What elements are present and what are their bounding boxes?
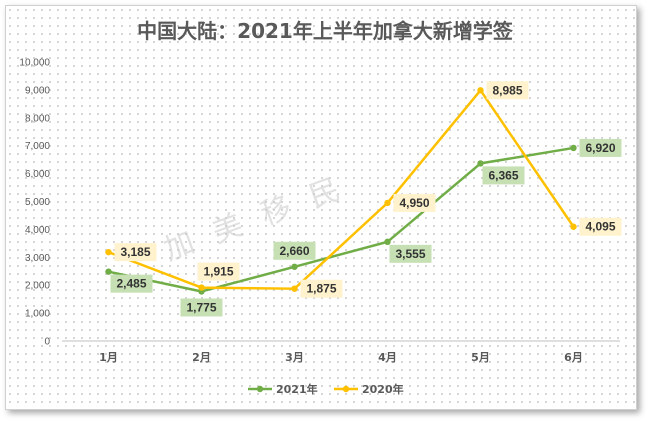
legend-label: 2021年 — [276, 382, 318, 396]
data-label: 1,875 — [306, 282, 336, 296]
x-tick-label: 6月 — [564, 351, 583, 364]
y-tick-label: 5,000 — [25, 197, 50, 208]
x-axis: 1月 2月 3月 4月 5月 6月 — [62, 340, 620, 364]
data-label: 1,775 — [186, 300, 216, 314]
data-label-box — [180, 298, 223, 317]
data-label-box — [197, 262, 240, 281]
data-point — [384, 238, 391, 246]
data-point — [477, 160, 484, 167]
legend-marker — [342, 385, 350, 393]
data-label: 4,950 — [399, 196, 429, 210]
y-tick-label: 0 — [44, 337, 50, 348]
legend-marker — [256, 385, 264, 393]
data-label-box — [389, 244, 432, 263]
series-lines — [105, 87, 577, 295]
data-point — [570, 144, 577, 152]
y-tick-label: 8,000 — [25, 113, 50, 124]
y-tick-label: 6,000 — [25, 169, 50, 180]
data-label-box — [486, 81, 529, 100]
data-label: 6,365 — [488, 168, 518, 182]
y-tick-label: 3,000 — [25, 253, 50, 264]
chart-frame — [5, 5, 637, 410]
y-tick-label: 1,000 — [25, 309, 50, 320]
data-label: 2,660 — [279, 244, 309, 258]
data-label-box — [114, 243, 157, 262]
watermark: 加 美 移 民 — [159, 170, 350, 268]
data-label-box — [579, 217, 622, 236]
data-label: 6,920 — [585, 141, 615, 155]
data-label-box — [579, 138, 622, 157]
data-point — [477, 87, 484, 94]
y-axis: 0 1,000 2,000 3,000 4,000 5,000 6,000 7,000 8,00… — [19, 58, 50, 348]
legend: 2021年 2020年 — [248, 382, 404, 396]
y-tick-label: 2,000 — [25, 281, 50, 292]
data-label-box — [393, 193, 436, 212]
data-label: 4,095 — [585, 220, 615, 234]
x-tick-label: 2月 — [192, 351, 211, 364]
data-point — [384, 199, 391, 207]
x-tick-label: 5月 — [471, 351, 490, 364]
data-label: 1,915 — [203, 265, 233, 279]
y-tick-label: 7,000 — [25, 141, 50, 152]
data-point — [198, 284, 205, 291]
data-point — [291, 263, 298, 270]
y-tick-label: 4,000 — [25, 225, 50, 236]
data-labels: 2,485 1,775 2,660 3,555 6,365 6,920 3,185 1,915… — [110, 81, 622, 317]
data-point — [291, 285, 298, 292]
y-tick-label: 10,000 — [19, 58, 50, 69]
data-label-box — [273, 241, 316, 260]
data-point — [105, 248, 112, 256]
data-label-box — [300, 279, 343, 298]
legend-label: 2020年 — [362, 382, 404, 396]
data-label: 3,185 — [120, 245, 150, 259]
y-tick-label: 9,000 — [25, 85, 50, 96]
x-tick-label: 3月 — [285, 351, 304, 364]
data-label: 3,555 — [395, 247, 425, 261]
series-line-1 — [108, 89, 575, 290]
data-point — [570, 223, 577, 230]
data-label: 2,485 — [116, 277, 146, 291]
data-point — [105, 268, 112, 275]
data-label-box — [482, 166, 525, 185]
data-label-box — [110, 274, 153, 293]
data-label: 8,985 — [492, 83, 522, 97]
x-tick-label: 1月 — [99, 351, 118, 364]
chart-title: 中国大陆：2021年上半年加拿大新增学签 — [137, 19, 514, 43]
x-tick-label: 4月 — [378, 351, 397, 364]
series-line-0 — [108, 146, 574, 293]
